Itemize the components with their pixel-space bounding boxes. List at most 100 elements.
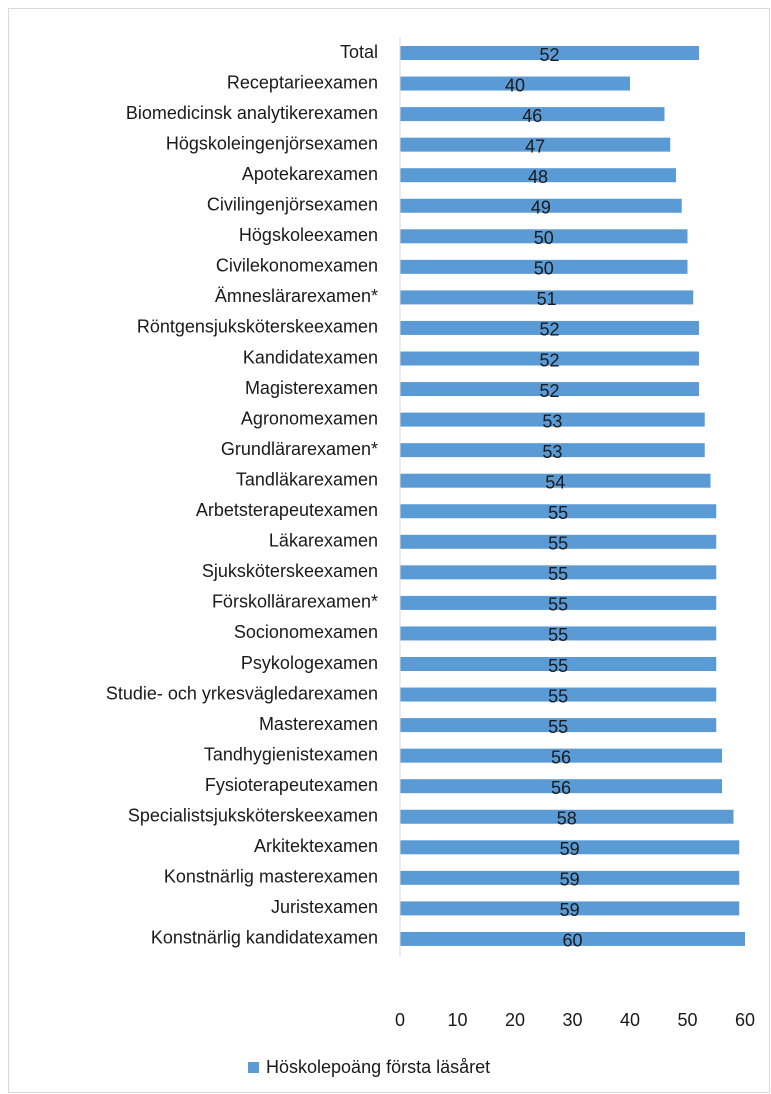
y-tick-label: Konstnärlig masterexamen [164,867,378,887]
y-tick-label: Tandhygienistexamen [204,744,378,764]
y-tick-label: Magisterexamen [245,378,378,398]
data-label: 52 [539,320,559,340]
bar [400,137,671,152]
y-tick-label: Arkitektexamen [254,836,378,856]
data-label: 53 [542,411,562,431]
data-label: 55 [548,595,568,615]
data-label: 47 [525,136,545,156]
data-label: 55 [548,656,568,676]
x-tick-label: 40 [620,1010,640,1030]
bar [400,657,717,671]
data-label: 52 [539,45,559,65]
bar [400,290,694,305]
data-label: 50 [534,259,554,279]
bar [400,412,705,427]
bar [400,168,676,183]
data-label: 48 [528,167,548,187]
bar [400,443,705,458]
y-tick-label: Biomedicinsk analytikerexamen [126,103,378,123]
data-label: 59 [560,900,580,920]
x-tick-label: 0 [395,1010,405,1030]
bar [400,76,630,91]
data-label: 55 [548,625,568,645]
data-label: 56 [551,747,571,767]
y-tick-label: Socionomexamen [234,622,378,642]
bar [400,840,740,855]
bar [400,46,699,60]
bar [400,107,665,122]
bar [400,779,722,794]
bar [400,565,717,580]
y-tick-label: Högskoleingenjörsexamen [166,133,378,153]
y-tick-label: Förskollärarexamen* [212,592,378,612]
data-label: 55 [548,717,568,737]
bar [400,259,688,274]
y-tick-label: Fysioterapeutexamen [205,775,378,795]
y-tick-label: Röntgensjuksköterskeexamen [137,317,378,337]
y-tick-label: Ämneslärarexamen* [215,286,378,306]
data-label: 56 [551,778,571,798]
data-label: 46 [522,106,542,126]
legend-swatch [248,1062,259,1073]
x-tick-label: 30 [562,1010,582,1030]
bar [400,809,734,824]
x-tick-label: 10 [447,1010,467,1030]
y-tick-label: Läkarexamen [269,531,378,551]
bar [400,901,740,916]
y-tick-label: Civilingenjörsexamen [207,195,378,215]
data-label: 59 [560,839,580,859]
y-tick-label: Receptarieexamen [227,72,378,92]
y-tick-label: Apotekarexamen [242,164,378,184]
data-label: 52 [539,381,559,401]
bar [400,473,711,488]
y-tick-label: Arbetsterapeutexamen [196,500,378,520]
bar [400,626,717,641]
x-tick-label: 50 [677,1010,697,1030]
y-tick-label: Juristexamen [271,897,378,917]
x-tick-label: 20 [505,1010,525,1030]
y-tick-label: Agronomexamen [241,408,378,428]
data-label: 59 [560,870,580,890]
data-label: 49 [531,198,551,218]
y-tick-label: Psykologexamen [241,653,378,673]
y-tick-label: Högskoleexamen [239,225,378,245]
data-label: 58 [557,809,577,829]
data-label: 60 [562,931,582,951]
bar [400,534,717,549]
bar [400,198,682,213]
legend-label: Höskolepoäng första läsåret [266,1057,490,1077]
y-tick-label: Kandidatexamen [243,347,378,367]
bar [400,595,717,610]
y-tick-label: Total [340,42,378,62]
bar [400,382,699,397]
bar [400,504,717,519]
data-label: 55 [548,534,568,554]
y-tick-label: Masterexamen [259,714,378,734]
y-tick-label: Konstnärlig kandidatexamen [151,928,378,948]
data-label: 53 [542,442,562,462]
y-tick-label: Specialistsjuksköterskeexamen [128,806,378,826]
data-label: 51 [537,289,557,309]
bar [400,931,745,946]
bar [400,748,722,763]
data-label: 55 [548,564,568,584]
bar [400,687,717,702]
data-label: 52 [539,350,559,370]
y-tick-label: Civilekonomexamen [216,256,378,276]
y-tick-label: Sjuksköterskeexamen [202,561,378,581]
frame [8,8,770,1093]
bar [400,870,740,885]
y-tick-label: Grundlärarexamen* [221,439,378,459]
x-tick-label: 60 [735,1010,755,1030]
bar [400,229,688,244]
bar [400,718,717,733]
data-label: 55 [548,686,568,706]
data-label: 55 [548,503,568,523]
data-label: 50 [534,228,554,248]
bar [400,320,699,335]
bar [400,351,699,366]
data-label: 40 [505,75,525,95]
data-label: 54 [545,472,565,492]
y-tick-label: Studie- och yrkesvägledarexamen [106,683,378,703]
